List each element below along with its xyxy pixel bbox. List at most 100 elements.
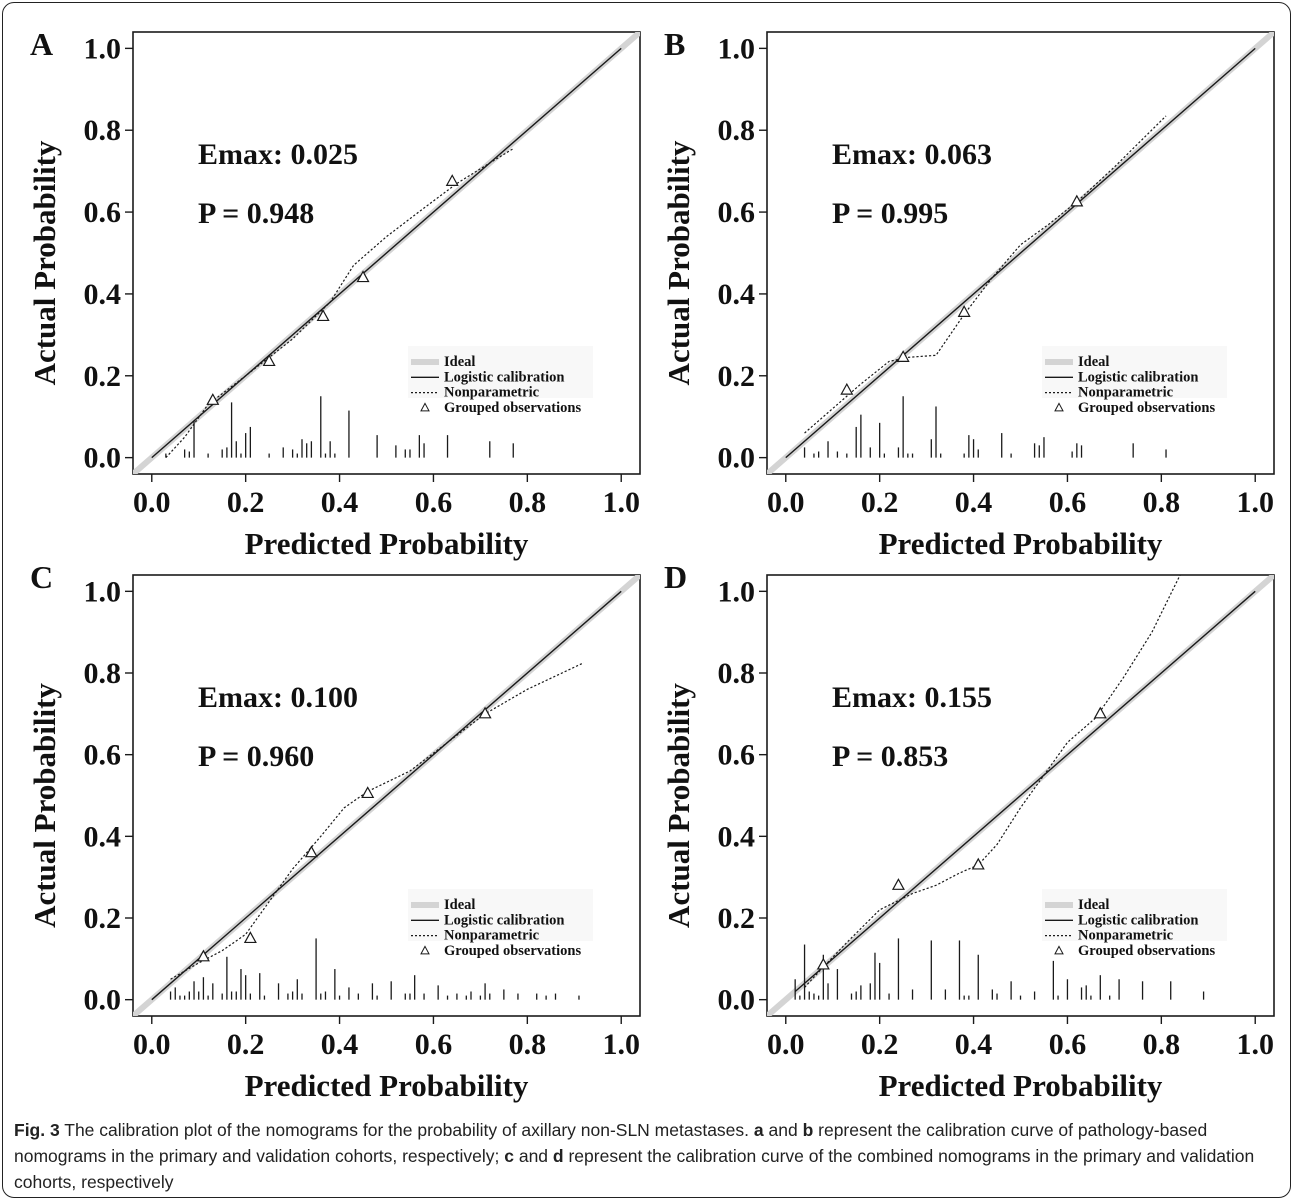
y-tick-label: 1.0 [718,32,756,65]
x-tick-label: 0.6 [415,486,453,519]
grouped-observation-marker [1093,706,1107,719]
x-tick-label: 0.2 [227,486,265,519]
plot-frame [132,574,641,1017]
grouped-observation-marker [891,878,905,890]
logistic-calibration-line [151,590,622,1001]
x-tick-label: 0.2 [861,486,899,519]
emax-annotation: Emax: 0.155 [832,681,992,714]
y-tick-label: 0.0 [718,442,756,475]
x-axis-label: Predicted Probability [879,526,1163,561]
x-axis-label: Predicted Probability [245,526,529,561]
figure-caption: Fig. 3 The calibration plot of the nomog… [14,1117,1276,1195]
grouped-observation-marker [206,393,220,405]
y-tick-label: 0.4 [84,278,122,311]
legend-background [1042,346,1227,398]
y-tick-label: 0.6 [718,196,756,229]
x-tick-label: 0.2 [227,1028,265,1061]
y-tick-label: 0.8 [84,657,122,690]
x-tick-label: 0.4 [321,1028,359,1061]
y-tick-label: 0.0 [84,442,122,475]
x-tick-label: 0.8 [1143,486,1181,519]
x-tick-label: 0.6 [415,1028,453,1061]
logistic-calibration-line [794,590,1256,993]
x-tick-label: 1.0 [1236,1028,1274,1061]
legend-item-label: Nonparametric [1078,385,1174,401]
legend-item-label: Grouped observations [444,943,581,959]
legend-item-label: Ideal [444,354,475,370]
y-tick-label: 0.8 [718,657,756,690]
grouped-observation-marker [1070,194,1084,207]
legend-item-label: Ideal [1078,897,1109,913]
caption-text-3: represent the calibration curve of patho… [14,1120,1208,1166]
legend-grouped-swatch [1054,402,1064,412]
y-tick-label: 0.6 [84,739,122,772]
legend-grouped-swatch [420,402,430,412]
grouped-observation-marker [316,309,330,322]
plot-area [133,575,640,1016]
caption-panel-d: d [552,1146,564,1166]
legend-item-label: Logistic calibration [1078,369,1198,385]
y-tick-label: 0.2 [84,360,122,393]
p-value-annotation: P = 0.960 [198,740,314,773]
nonparametric-line [804,575,1181,988]
emax-annotation: Emax: 0.025 [198,138,358,171]
x-tick-label: 0.8 [1143,1028,1181,1061]
plot-area [133,32,640,474]
emax-annotation: Emax: 0.063 [832,138,992,171]
y-tick-label: 0.4 [718,278,756,311]
legend-item-label: Ideal [444,897,475,913]
nonparametric-line [170,662,584,980]
y-tick-label: 0.2 [718,360,756,393]
x-tick-label: 0.4 [321,486,359,519]
grouped-observation-marker [356,270,370,283]
y-tick-label: 0.0 [84,984,122,1017]
grouped-observation-marker [243,931,257,944]
x-tick-label: 0.8 [509,486,547,519]
grouped-observation-marker [478,706,492,719]
nonparametric-line [165,148,514,459]
emax-annotation: Emax: 0.100 [198,681,358,714]
grouped-observation-marker [304,845,318,858]
grouped-observation-marker [957,305,971,317]
y-axis-label: Actual Probability [27,140,62,385]
legend-grouped-swatch [420,945,430,955]
calibration-figure: 0.0 0.2 0.4 0.6 0.8 1.0 0.0 0.2 0.4 0.6 0.8 1.0 Pred… [27,26,1275,1103]
y-tick-label: 0.6 [718,739,756,772]
legend-item-label: Logistic calibration [444,912,564,928]
plot-frame [766,31,1275,475]
x-axis-label: Predicted Probability [245,1068,529,1103]
plot-area [767,575,1274,1016]
p-value-annotation: P = 0.995 [832,197,948,230]
legend-background [408,889,593,941]
x-tick-label: 0.0 [767,1028,805,1061]
caption-fig-label: Fig. 3 [14,1120,60,1140]
y-axis-label: Actual Probability [27,683,62,928]
legend-item-label: Ideal [1078,354,1109,370]
grouped-observation-marker [196,949,210,962]
y-tick-label: 1.0 [718,575,756,608]
x-tick-label: 1.0 [602,486,640,519]
logistic-calibration-line [151,47,622,459]
caption-text-1: The calibration plot of the nomograms fo… [59,1120,754,1140]
x-tick-label: 0.0 [133,486,171,519]
panel-a: 0.0 0.2 0.4 0.6 0.8 1.0 0.0 0.2 0.4 0.6 0.8 1.0 Pred… [27,26,641,561]
caption-panel-a: a [753,1120,764,1140]
panel-label: D [664,559,687,595]
grouped-observation-marker [445,174,459,186]
caption-text-5: represent the calibration curve of the c… [14,1146,1255,1192]
grouped-observation-marker [262,354,276,367]
y-tick-label: 1.0 [84,32,122,65]
legend-item-label: Nonparametric [444,928,540,944]
y-tick-label: 0.6 [84,196,122,229]
panel-label: A [30,26,53,62]
legend-item-label: Nonparametric [444,385,540,401]
legend-item-label: Grouped observations [1078,943,1215,959]
y-tick-label: 0.2 [84,902,122,935]
panel-b: 0.0 0.2 0.4 0.6 0.8 1.0 0.0 0.2 0.4 0.6 0.8 1.0 Pred… [661,26,1275,561]
y-tick-label: 0.8 [84,114,122,147]
grouped-observation-marker [361,786,375,799]
plot-frame [766,574,1275,1017]
y-tick-label: 0.4 [718,820,756,853]
y-tick-label: 1.0 [84,575,122,608]
